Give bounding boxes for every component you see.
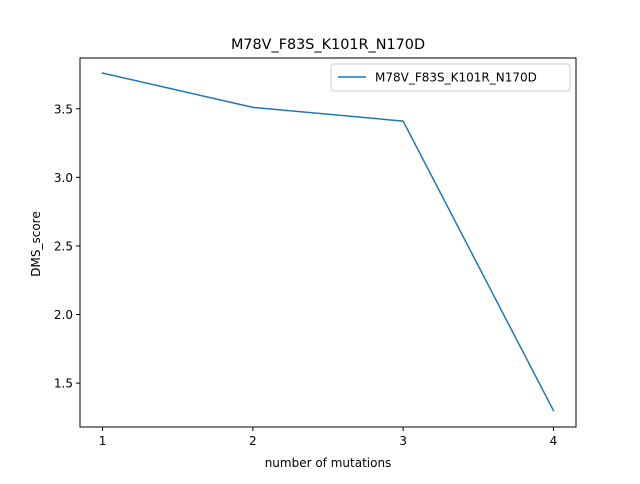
legend-box [330,63,571,92]
y-axis-label: DMS_score [29,211,43,276]
x-tick-label: 4 [550,434,558,448]
x-axis-ticks: 1 2 3 4 [99,427,558,448]
series-layer [101,72,555,412]
series-line [101,72,555,412]
legend-label: M78V_F83S_K101R_N170D [375,71,537,85]
y-tick-label: 3.0 [54,171,73,185]
y-tick-label: 2.0 [54,308,73,322]
y-tick-label: 1.5 [54,377,73,391]
data-point [402,120,404,122]
y-tick-label: 2.5 [54,239,73,253]
x-tick-label: 1 [99,434,107,448]
x-tick-label: 3 [399,434,407,448]
data-point [252,106,254,109]
y-tick-label: 3.5 [54,102,73,116]
y-axis-ticks: 1.5 2.0 2.5 3.0 3.5 [54,102,80,391]
x-tick-label: 2 [249,434,257,448]
legend: M78V_F83S_K101R_N170D [330,63,571,92]
chart-title: M78V_F83S_K101R_N170D [231,37,425,53]
plot-area-frame [79,57,577,428]
data-point [101,72,104,74]
x-axis-label: number of mutations [265,456,392,470]
data-point [552,409,555,412]
